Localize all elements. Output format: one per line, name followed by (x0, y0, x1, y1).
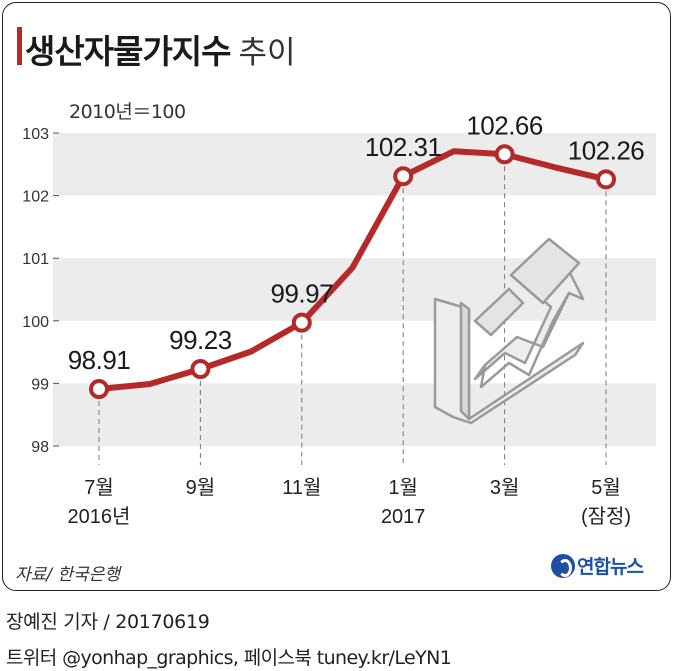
y-tick-label: 101 (22, 251, 49, 268)
chart-svg: 98 99 100 101 102 103 98.91 99.23 99.97 102.31 10… (22, 110, 656, 528)
x-tick-label: 3월 (490, 476, 520, 499)
title-accent-bar (17, 27, 22, 65)
x-tick-label: 5월 (591, 476, 621, 499)
x-tick-label: 2016년 (68, 505, 131, 528)
data-point (596, 169, 616, 190)
data-point (494, 144, 515, 165)
rising-arrow-illustration (433, 237, 585, 425)
x-tick-label: 11월 (282, 476, 321, 499)
data-point (393, 166, 414, 187)
data-point (190, 359, 211, 380)
title-main: 생산자물가지수 (25, 32, 232, 71)
data-label: 99.23 (169, 325, 232, 355)
yonhap-logo: 연합뉴스 (551, 552, 644, 582)
credit-line: 장예진 기자 / 20170619 (6, 611, 210, 633)
data-point (89, 379, 109, 400)
y-tick-label: 99 (31, 376, 49, 393)
social-line: 트위터 @yonhap_graphics, 페이스북 tuney.kr/LeYN… (6, 647, 452, 669)
y-tick-label: 100 (22, 314, 49, 331)
x-tick-label: 7월 (84, 476, 114, 499)
data-label: 98.91 (68, 345, 131, 375)
grid-band (53, 383, 656, 446)
title-subtitle: 추이 (238, 35, 296, 71)
data-label: 102.31 (365, 132, 442, 162)
data-label: 102.66 (466, 110, 543, 140)
data-label: 99.97 (271, 279, 334, 309)
x-tick-label: 9월 (186, 476, 216, 499)
chart-frame: 98 99 100 101 102 103 98.91 99.23 99.97 102.31 10… (2, 2, 671, 591)
x-tick-label: 2017 (381, 506, 426, 528)
yonhap-logo-icon (551, 553, 575, 578)
y-tick-label: 98 (31, 439, 49, 456)
data-label: 102.26 (568, 135, 645, 165)
series-line (96, 148, 609, 392)
data-point (291, 312, 312, 333)
grid-band (53, 133, 656, 196)
unit-note: 2010년＝100 (69, 101, 186, 123)
logo-text: 연합뉴스 (577, 556, 644, 578)
chart-title: 생산자물가지수 추이 (25, 25, 296, 73)
x-tick-label: 1월 (388, 476, 418, 499)
y-tick-label: 103 (22, 126, 49, 143)
y-tick-label: 102 (22, 189, 49, 206)
x-tick-label: (잠정) (581, 505, 631, 528)
source-note: 자료/ 한국은행 (15, 565, 120, 585)
